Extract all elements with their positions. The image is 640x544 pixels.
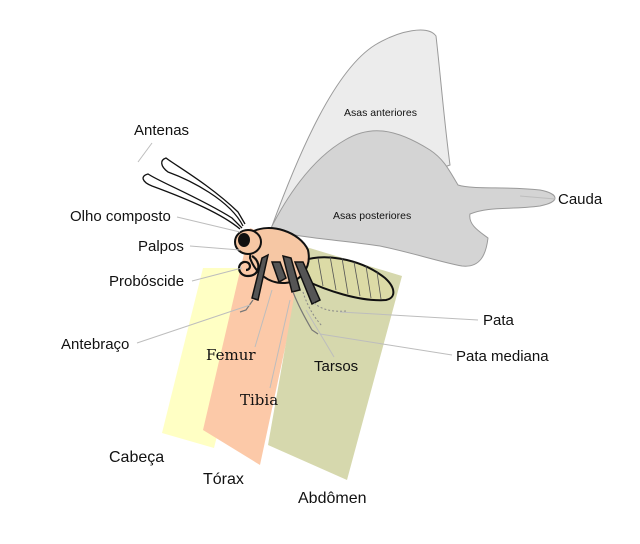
abdomen-segments <box>317 255 382 300</box>
palps-label: Palpos <box>138 238 184 255</box>
antennae-label: Antenas <box>134 122 189 139</box>
compound-eye <box>238 233 250 247</box>
proboscis-coil <box>238 255 260 278</box>
legs <box>239 253 347 335</box>
hindwing-label: Asas posteriores <box>333 210 411 222</box>
forearm-label: Antebraço <box>61 336 129 353</box>
proboscis-label: Probóscide <box>109 273 184 290</box>
tail-label: Cauda <box>558 191 603 208</box>
abdomen-region-label: Abdômen <box>298 490 367 507</box>
abdomen-region-band <box>268 246 402 480</box>
tarsi-label: Tarsos <box>314 358 358 375</box>
thorax-region-band <box>203 228 306 465</box>
compound-eye-label: Olho composto <box>70 208 171 225</box>
head-region-label: Cabeça <box>109 449 164 466</box>
tibia-label: Tibia <box>240 391 278 409</box>
leader-lines <box>136 142 556 389</box>
leg-label: Pata <box>483 312 515 329</box>
femur-label: Femur <box>206 346 256 364</box>
antenna-lower <box>142 173 243 230</box>
hindwing <box>269 130 556 267</box>
middle-leg-label: Pata mediana <box>456 348 549 365</box>
antenna-upper <box>161 157 246 227</box>
forewing-label: Asas anteriores <box>344 107 417 119</box>
thorax-region-label: Tórax <box>203 471 244 488</box>
